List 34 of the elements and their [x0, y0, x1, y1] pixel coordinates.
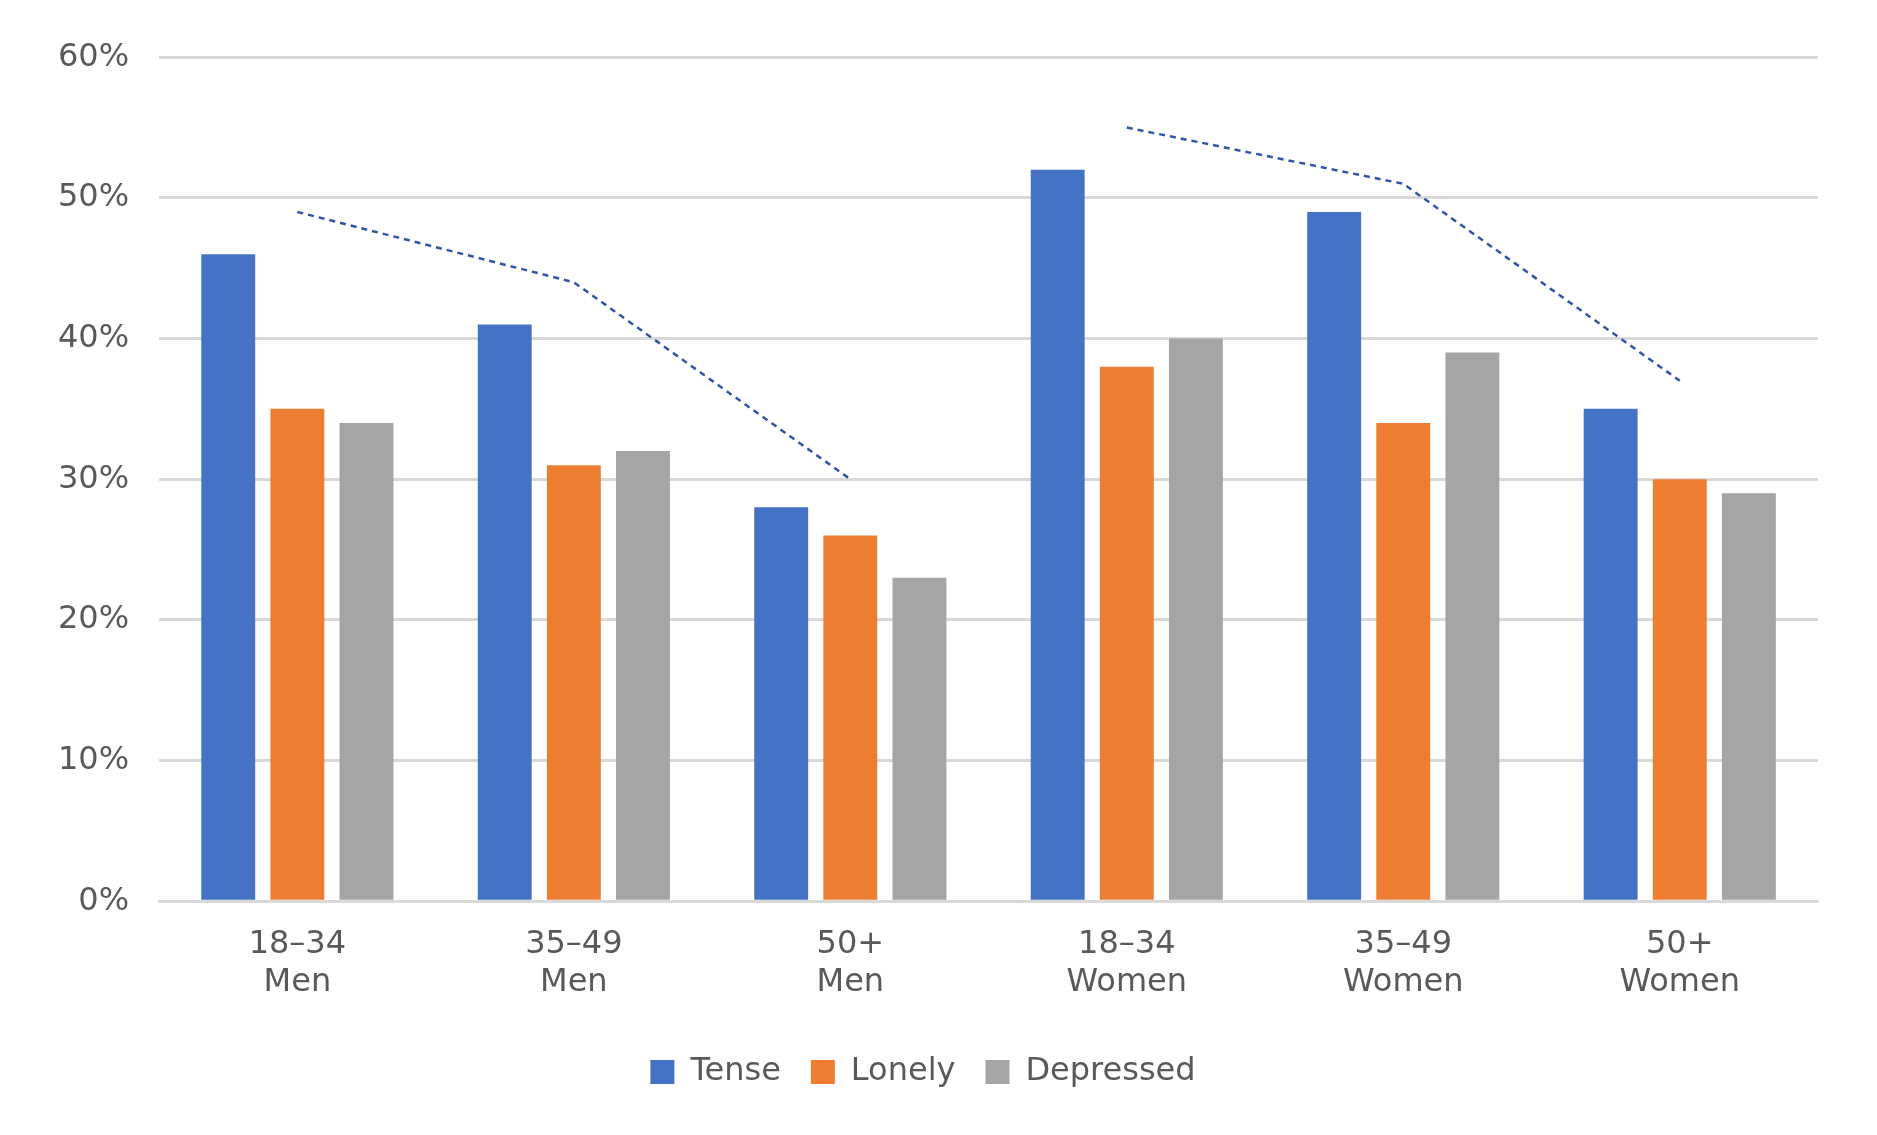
y-tick-label: 30% [58, 457, 130, 496]
y-tick-label: 50% [58, 176, 130, 215]
y-tick-label: 0% [78, 879, 130, 918]
legend-label: Tense [689, 1050, 781, 1089]
x-tick-label: 50+ Men [816, 922, 885, 1000]
bar [1168, 338, 1223, 900]
y-tick-label: 40% [58, 316, 130, 355]
x-tick-label: 35–49 Men [525, 922, 623, 1000]
y-tick-label: 60% [58, 35, 130, 74]
bar [1652, 479, 1707, 900]
legend-label: Lonely [850, 1050, 956, 1089]
x-tick-label: 35–49 Women [1343, 922, 1464, 1000]
bar [546, 465, 601, 900]
bar [1721, 493, 1776, 900]
bar [477, 324, 532, 900]
y-tick-label: 10% [58, 738, 130, 777]
legend-label: Depressed [1025, 1050, 1196, 1089]
bar [339, 422, 394, 900]
bar [1583, 408, 1638, 900]
bar [823, 535, 878, 900]
bar [1445, 352, 1500, 900]
y-tick-label: 20% [58, 598, 130, 637]
bar [892, 577, 947, 900]
x-tick-label: 18–34 Women [1066, 922, 1188, 1000]
x-tick-label: 18–34 Men [248, 922, 347, 1000]
x-tick-label: 50+ Women [1619, 922, 1740, 1000]
bar [201, 254, 256, 900]
bar [1307, 211, 1362, 900]
bar [754, 507, 809, 900]
bar [616, 451, 670, 900]
bar [1099, 366, 1154, 900]
bar [1376, 422, 1431, 900]
bar [270, 408, 325, 900]
bar [1030, 169, 1085, 900]
